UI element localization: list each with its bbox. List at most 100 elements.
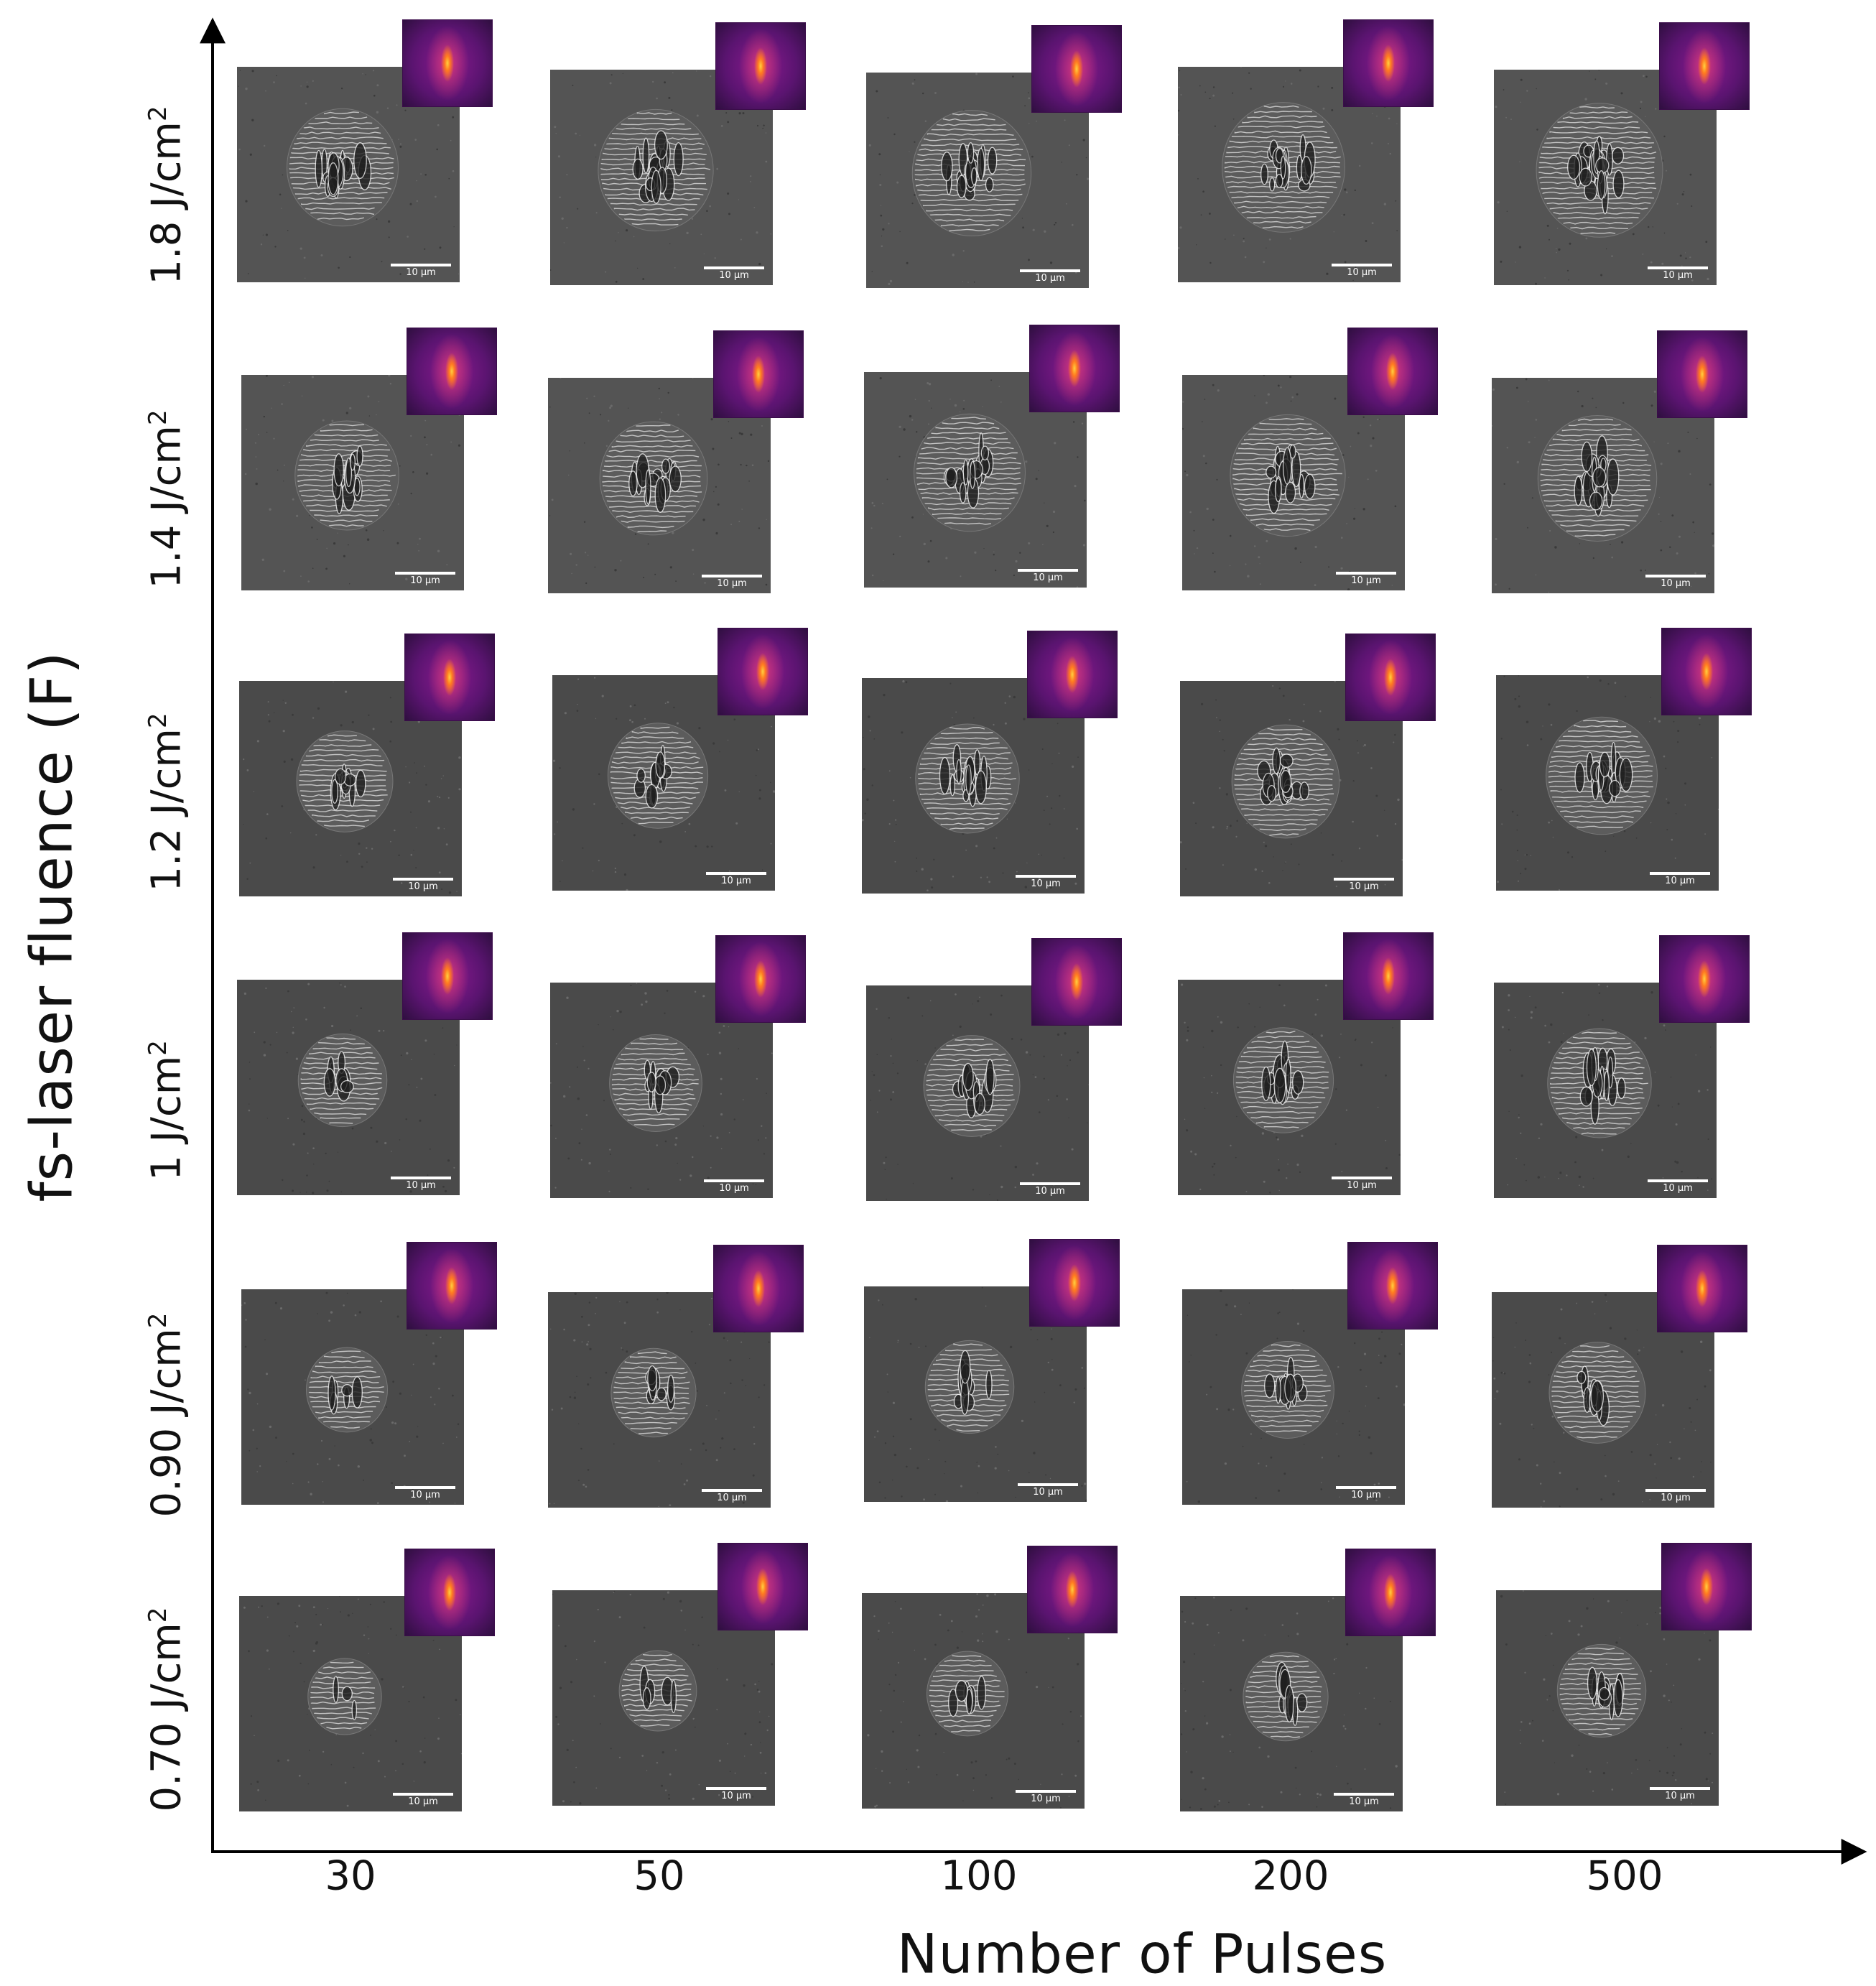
fft-inset-image [402, 19, 493, 107]
sem-panel: 10 µm [1178, 19, 1451, 333]
scale-bar-label: 10 µm [1665, 1791, 1695, 1801]
fft-inset-image [1027, 631, 1118, 718]
sem-texture [1494, 983, 1717, 1198]
sem-image: 10 µm [1494, 983, 1717, 1198]
fluence-unit: J/cm [143, 121, 190, 208]
sem-panel: 10 µm [1182, 1242, 1455, 1555]
scale-bar-label: 10 µm [1031, 878, 1061, 889]
fluence-value: 1.4 [143, 511, 190, 589]
sem-image: 10 µm [548, 1292, 771, 1508]
column-label-pulses-3: 200 [1252, 1852, 1329, 1900]
fluence-value: 0.90 [143, 1414, 190, 1518]
fft-inset-image [407, 1242, 497, 1330]
scale-bar-label: 10 µm [721, 1791, 751, 1801]
fft-inset-image [713, 1245, 804, 1332]
scale-bar [1018, 569, 1078, 572]
row-label-fluence-4: 0.90 J/cm2 [144, 1313, 190, 1518]
scale-bar [1016, 1790, 1076, 1793]
scale-bar [702, 575, 762, 577]
fft-inset-image [715, 935, 806, 1023]
scale-bar [1016, 875, 1076, 878]
sem-panel: 10 µm [866, 938, 1139, 1251]
scale-bar [1332, 1177, 1392, 1179]
sem-panel: 10 µm [1178, 932, 1451, 1245]
fft-inset-image [1347, 1242, 1438, 1330]
sem-panel: 10 µm [864, 325, 1137, 638]
sem-image: 10 µm [239, 1596, 462, 1811]
fft-inset-image [1659, 935, 1750, 1023]
fft-inset-image [1029, 325, 1120, 412]
fluence-unit-exponent: 2 [143, 1040, 172, 1056]
fft-inset-image [1661, 628, 1752, 715]
scale-bar [1020, 269, 1080, 272]
scale-bar-label: 10 µm [410, 1490, 440, 1500]
fluence-value: 1.8 [143, 208, 190, 285]
scale-bar [704, 1179, 764, 1182]
scale-bar-label: 10 µm [1349, 881, 1379, 892]
sem-panel: 10 µm [552, 1543, 825, 1856]
fluence-value: 1 [143, 1142, 190, 1181]
scale-bar [393, 1793, 453, 1796]
scale-bar-label: 10 µm [1663, 1183, 1693, 1194]
scale-bar-label: 10 µm [408, 1796, 438, 1807]
scale-bar [395, 1486, 455, 1489]
fft-inset-image [1659, 22, 1750, 110]
sem-panel: 10 µm [550, 935, 823, 1248]
column-label-pulses-4: 500 [1586, 1852, 1663, 1900]
sem-image: 10 µm [866, 73, 1089, 288]
sem-panel: 10 µm [1182, 328, 1455, 641]
fluence-unit-exponent: 2 [143, 409, 172, 426]
sem-image: 10 µm [1492, 378, 1714, 593]
sem-panel: 10 µm [1496, 1543, 1769, 1856]
x-axis-title: Number of Pulses [896, 1921, 1388, 1986]
sem-panel: 10 µm [241, 1242, 514, 1555]
scale-bar [702, 1489, 762, 1492]
sem-panel: 10 µm [239, 1549, 512, 1862]
sem-texture [862, 678, 1085, 894]
fft-inset-image [404, 634, 495, 721]
fft-inset-image [404, 1549, 495, 1636]
scale-bar [1334, 1793, 1394, 1796]
fft-inset-image [1027, 1546, 1118, 1633]
fft-inset-image [1661, 1543, 1752, 1630]
scale-bar [706, 872, 766, 875]
sem-panel: 10 µm [866, 25, 1139, 338]
sem-panel: 10 µm [1492, 1245, 1765, 1558]
fluence-unit: J/cm [143, 425, 190, 512]
scale-bar-label: 10 µm [1031, 1794, 1061, 1804]
sem-panel: 10 µm [237, 932, 510, 1245]
scale-bar-label: 10 µm [1035, 273, 1065, 284]
fft-inset-image [718, 1543, 808, 1630]
scale-bar [1336, 572, 1396, 575]
row-label-fluence-0: 1.8 J/cm2 [144, 106, 190, 284]
sem-panel: 10 µm [241, 328, 514, 641]
scale-bar [704, 266, 764, 269]
scale-bar [1645, 575, 1706, 577]
sem-image: 10 µm [550, 983, 773, 1198]
sem-image: 10 µm [239, 681, 462, 896]
y-axis-title: fs-laser fluence (F) [18, 651, 85, 1202]
scale-bar-label: 10 µm [1663, 270, 1693, 281]
scale-bar-label: 10 µm [410, 575, 440, 586]
fft-inset-image [407, 328, 497, 415]
scale-bar-label: 10 µm [406, 1180, 436, 1191]
sem-panel: 10 µm [862, 1546, 1135, 1859]
sem-texture [550, 70, 773, 285]
fft-inset-image [1347, 328, 1438, 415]
scale-bar-label: 10 µm [719, 1183, 749, 1194]
fft-inset-image [402, 932, 493, 1020]
sem-image: 10 µm [550, 70, 773, 285]
scale-bar-label: 10 µm [1665, 876, 1695, 886]
scale-bar [1650, 872, 1710, 875]
scale-bar [706, 1787, 766, 1790]
sem-panel: 10 µm [548, 330, 821, 644]
fft-inset-image [1345, 634, 1436, 721]
sem-panel: 10 µm [552, 628, 825, 941]
fft-inset-image [1657, 1245, 1747, 1332]
sem-texture [864, 1286, 1087, 1502]
scale-bar-label: 10 µm [1661, 1493, 1691, 1503]
scale-bar [1018, 1483, 1078, 1486]
sem-texture [239, 1596, 462, 1811]
column-label-pulses-2: 100 [940, 1852, 1018, 1900]
